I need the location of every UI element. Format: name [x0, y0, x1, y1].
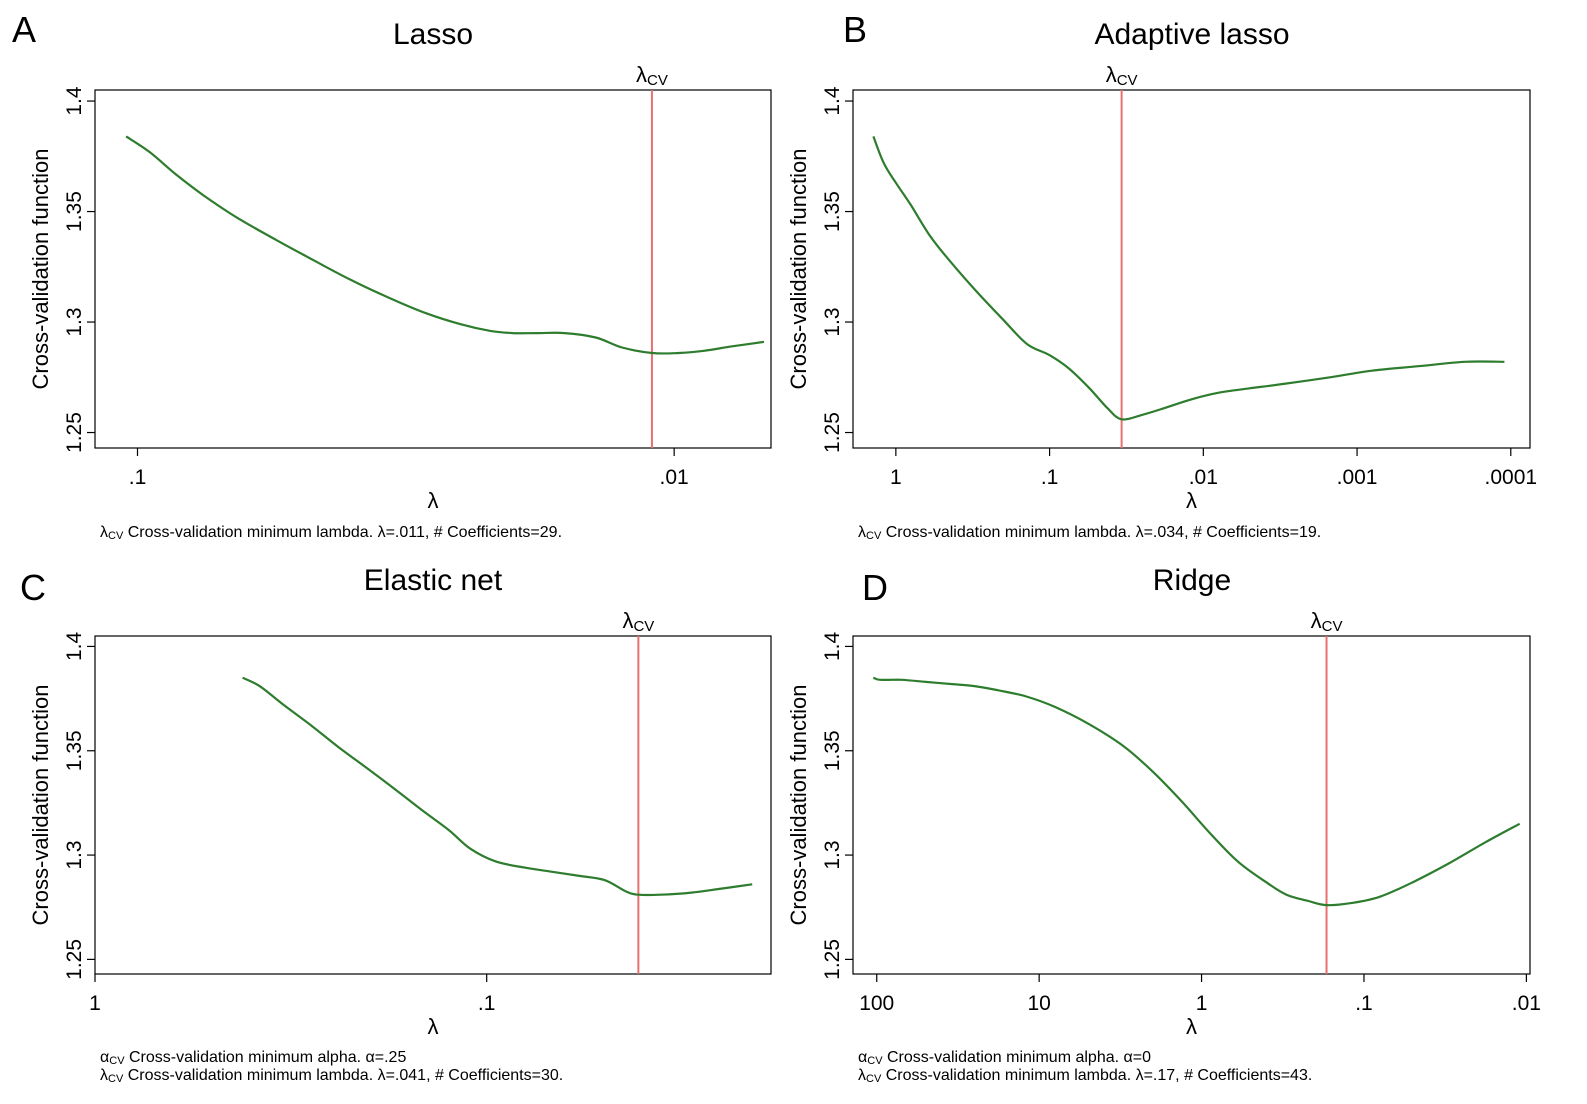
footnote: λCV Cross-validation minimum lambda. λ=.… [858, 524, 1321, 542]
x-tick-label: 1 [1196, 992, 1208, 1015]
y-tick-label: 1.35 [63, 191, 86, 232]
x-tick-label: .0001 [1485, 466, 1538, 489]
x-tick-label: 1 [890, 466, 902, 489]
y-tick-label: 1.25 [821, 939, 844, 980]
x-tick-label: .1 [1041, 466, 1059, 489]
cv-line-label: λCV [1106, 62, 1138, 89]
y-tick-label: 1.25 [63, 939, 86, 980]
x-tick-label: .001 [1337, 466, 1378, 489]
y-tick-label: 1.35 [821, 730, 844, 771]
panel-letter: A [12, 9, 36, 50]
y-tick-label: 1.25 [821, 412, 844, 453]
y-tick-label: 1.3 [821, 307, 844, 336]
cv-curve-series-0 [872, 676, 1521, 907]
plot-frame [852, 635, 1531, 975]
plot-frame [94, 635, 772, 975]
chart-title: Adaptive lasso [1094, 18, 1289, 51]
cv-line-label: λCV [1311, 608, 1343, 635]
panel-b: B Adaptive lasso 1.25 1.3 1.35 1.4 1 .1 .01 .001.… [786, 9, 1537, 542]
y-tick-label: 1.3 [63, 307, 86, 336]
y-tick-label: 1.4 [821, 632, 844, 662]
x-tick-label: .1 [1355, 992, 1373, 1015]
y-tick-label: 1.4 [63, 632, 86, 662]
panel-d: D Ridge 1.25 1.3 1.35 1.4 100 10 1 .1 .01 Cross-val… [786, 564, 1541, 1085]
x-axis-label: λ [1186, 1014, 1197, 1039]
y-tick-label: 1.35 [63, 730, 86, 771]
cv-line-label: λCV [622, 608, 654, 635]
cv-curve-series-0 [125, 135, 765, 355]
x-axis-label: λ [428, 488, 439, 513]
x-tick-label: .01 [1512, 992, 1541, 1015]
chart-title: Lasso [393, 18, 473, 51]
panel-letter: D [862, 567, 888, 608]
x-tick-label: .01 [1189, 466, 1218, 489]
y-axis-label: Cross-validation function [786, 685, 811, 926]
panel-letter: B [843, 9, 867, 50]
x-tick-label: .01 [660, 466, 689, 489]
footnote: λCV Cross-validation minimum lambda. λ=.… [858, 1067, 1312, 1085]
y-tick-label: 1.25 [63, 412, 86, 453]
cv-curve-series-0 [872, 136, 1505, 421]
cv-line-label: λCV [636, 62, 668, 89]
chart-title: Elastic net [364, 564, 503, 597]
y-tick-label: 1.4 [63, 86, 86, 116]
y-axis-label: Cross-validation function [28, 149, 53, 390]
x-tick-label: 1 [89, 992, 101, 1015]
x-tick-label: .1 [129, 466, 147, 489]
y-tick-label: 1.35 [821, 191, 844, 232]
y-axis-label: Cross-validation function [28, 685, 53, 926]
y-axis-label: Cross-validation function [786, 149, 811, 390]
plot-frame [94, 89, 772, 449]
x-tick-label: .1 [478, 992, 496, 1015]
x-tick-label: 100 [859, 992, 894, 1015]
x-axis-label: λ [428, 1014, 439, 1039]
panel-letter: C [20, 567, 46, 608]
footnote: λCV Cross-validation minimum lambda. λ=.… [100, 1067, 563, 1085]
x-axis-label: λ [1186, 488, 1197, 513]
plot-frame [852, 89, 1531, 449]
footnote: αCV Cross-validation minimum alpha. α=0 [858, 1049, 1151, 1067]
y-tick-label: 1.3 [821, 840, 844, 869]
cv-curve-series-0 [242, 676, 753, 897]
panel-c: C Elastic net 1.25 1.3 1.35 1.4 1 .1 Cross-valid… [20, 564, 772, 1085]
chart-title: Ridge [1153, 564, 1231, 597]
panel-a: A Lasso 1.25 1.3 1.35 1.4 .1 .01 Cross-validatio… [12, 9, 772, 542]
y-tick-label: 1.3 [63, 840, 86, 869]
x-tick-label: 10 [1027, 992, 1050, 1015]
footnote: λCV Cross-validation minimum lambda. λ=.… [100, 524, 562, 542]
footnote: αCV Cross-validation minimum alpha. α=.2… [100, 1049, 406, 1067]
y-tick-label: 1.4 [821, 86, 844, 116]
